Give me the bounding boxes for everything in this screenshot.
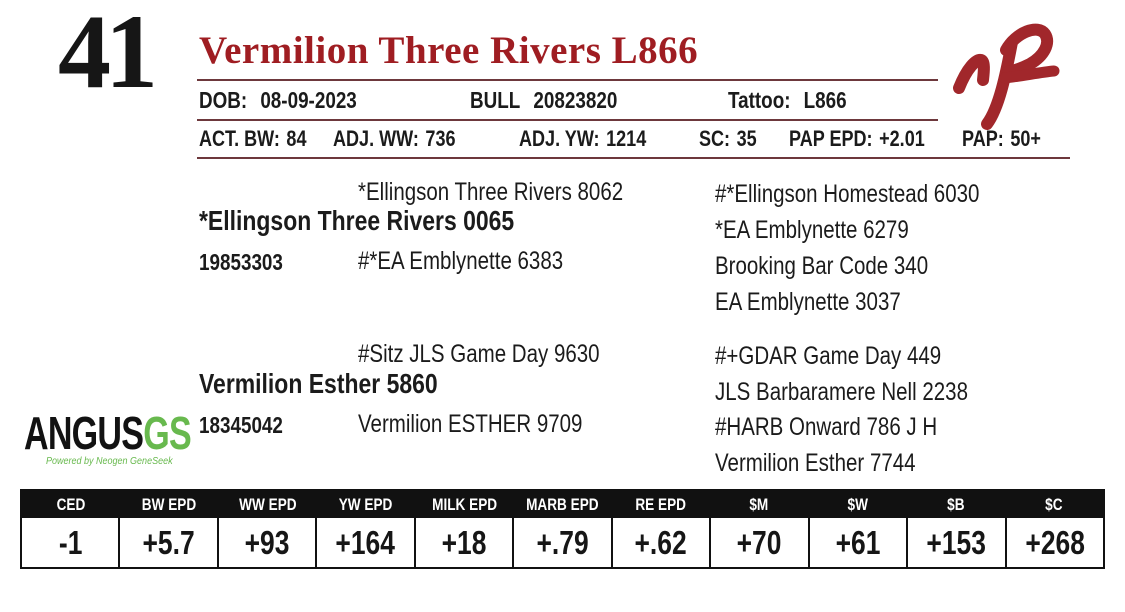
sc-value: 35 [736, 126, 757, 151]
epd-value-ced: -1 [58, 523, 82, 561]
epd-value-dollar-c: +268 [1004, 518, 1103, 567]
adj-ww-field: ADJ. WW: 736 [333, 125, 482, 153]
epd-header-ced: CED [56, 494, 86, 514]
angus-gs-logo: ANGUSGS Powered by Neogen GeneSeek [24, 410, 250, 467]
epd-table-value-row: -1 +5.7 +93 +164 +18 +.79 +.62 +70 +61 +… [22, 518, 1103, 567]
epd-value-dollar-w: +61 [807, 518, 906, 567]
sex-label: BULL [470, 87, 521, 113]
divider-under-title [197, 79, 938, 81]
pap-label: PAP: [962, 126, 1004, 151]
pedigree-sire-sire-sire: #*Ellingson Homestead 6030 [715, 180, 980, 208]
pedigree-dam-sire: #Sitz JLS Game Day 9630 [358, 340, 600, 368]
pedigree-dam-sire-dam: JLS Barbaramere Nell 2238 [715, 378, 968, 406]
registration-number: 20823820 [533, 87, 618, 113]
tattoo-field: Tattoo: L866 [728, 86, 873, 114]
angus-logo-text: ANGUS [24, 407, 144, 459]
pedigree-sire-dam: #*EA Emblynette 6383 [358, 247, 564, 275]
tattoo-value: L866 [803, 87, 847, 113]
gs-logo-text: GS [143, 407, 191, 459]
epd-header-dollar-b: $B [946, 494, 965, 514]
dob-label: DOB: [199, 87, 248, 113]
pedigree-sire-dam-sire: Brooking Bar Code 340 [715, 252, 929, 280]
tattoo-label: Tattoo: [728, 87, 791, 113]
divider-under-id-row [197, 119, 938, 121]
pap-epd-value: +2.01 [879, 126, 925, 151]
epd-header-re: RE EPD [635, 494, 687, 514]
pedigree-sire-dam-dam: EA Emblynette 3037 [715, 288, 901, 316]
pedigree-dam-sire-sire: #+GDAR Game Day 449 [715, 342, 942, 370]
epd-value-milk: +18 [413, 518, 512, 567]
epd-header-ww: WW EPD [238, 494, 297, 514]
adj-ww-label: ADJ. WW: [333, 126, 419, 151]
dob-value: 08-09-2023 [260, 87, 357, 113]
pedigree-dam-registration: 18345042 [199, 412, 283, 438]
adj-ww-value: 736 [425, 126, 456, 151]
sex-registration-field: BULL 20823820 [470, 86, 650, 114]
epd-header-marb: MARB EPD [526, 494, 599, 514]
sc-field: SC: 35 [699, 125, 769, 153]
epd-value-re: +.62 [610, 518, 709, 567]
act-bw-field: ACT. BW: 84 [199, 125, 330, 153]
pedigree-sire: *Ellingson Three Rivers 0065 [199, 205, 515, 236]
adj-yw-field: ADJ. YW: 1214 [519, 125, 674, 153]
epd-value-ww: +93 [216, 518, 315, 567]
pedigree-dam: Vermilion Esther 5860 [199, 368, 438, 399]
divider-under-performance-row [197, 157, 1070, 159]
epd-header-dollar-w: $W [847, 494, 868, 514]
pap-field: PAP: 50+ [962, 125, 1058, 153]
epd-header-dollar-c: $C [1045, 494, 1063, 514]
sc-label: SC: [699, 126, 731, 151]
act-bw-label: ACT. BW: [199, 126, 280, 151]
pedigree-dam-dam-sire: #HARB Onward 786 J H [715, 413, 938, 441]
page-title: Vermilion Three Rivers L866 [199, 29, 699, 72]
pap-epd-label: PAP EPD: [789, 126, 873, 151]
pap-value: 50+ [1010, 126, 1041, 151]
epd-value-dollar-b: +153 [906, 518, 1004, 567]
pedigree-dam-dam: Vermilion ESTHER 9709 [358, 410, 583, 438]
epd-table-header-row: CED BW EPD WW EPD YW EPD MILK EPD MARB E… [22, 491, 1103, 518]
vermilion-ranch-brand-icon [953, 23, 1060, 130]
epd-header-dollar-m: $M [749, 494, 769, 514]
pedigree-dam-dam-dam: Vermilion Esther 7744 [715, 449, 916, 477]
pap-epd-field: PAP EPD: +2.01 [789, 125, 955, 153]
pedigree-sire-registration: 19853303 [199, 249, 283, 275]
adj-yw-label: ADJ. YW: [519, 126, 600, 151]
adj-yw-value: 1214 [606, 126, 647, 151]
epd-value-yw: +164 [315, 518, 413, 567]
pedigree-sire-sire-dam: *EA Emblynette 6279 [715, 216, 909, 244]
epd-value-bw: +5.7 [118, 518, 216, 567]
lot-number: 41 [58, 0, 158, 110]
dob-field: DOB: 08-09-2023 [199, 86, 391, 114]
act-bw-value: 84 [286, 126, 307, 151]
epd-table: CED BW EPD WW EPD YW EPD MILK EPD MARB E… [20, 489, 1105, 569]
epd-value-marb: +.79 [512, 518, 610, 567]
pedigree-sire-sire: *Ellingson Three Rivers 8062 [358, 178, 624, 206]
epd-header-milk: MILK EPD [431, 494, 497, 514]
epd-header-bw: BW EPD [142, 494, 197, 514]
angus-gs-tagline: Powered by Neogen GeneSeek [46, 456, 173, 467]
epd-value-dollar-m: +70 [709, 518, 807, 567]
epd-header-yw: YW EPD [339, 494, 393, 514]
